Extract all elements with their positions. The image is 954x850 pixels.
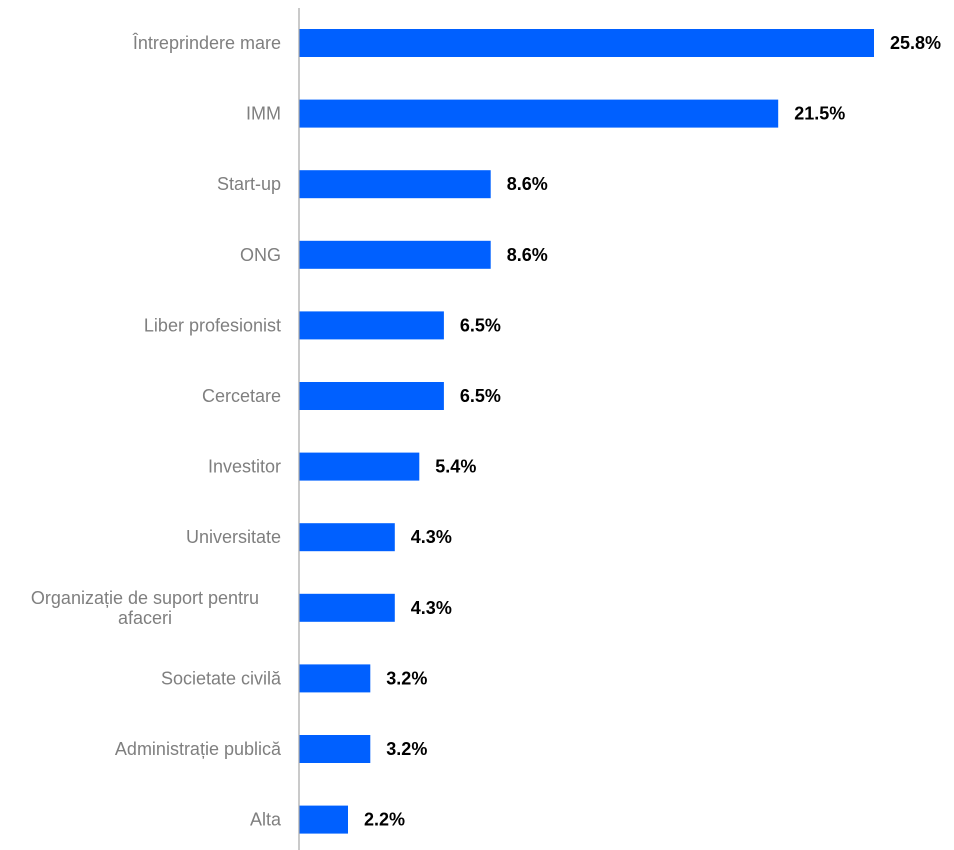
category-label-ong: ONG <box>240 245 281 265</box>
category-labels-group: Întreprindere mare IMM Start-up ONG Liber pr… <box>31 33 282 830</box>
value-label-intreprindere-mare: 25.8% <box>890 33 941 53</box>
value-label-organizatie-de-suport-pentru-afaceri: 4.3% <box>411 598 452 618</box>
value-label-cercetare: 6.5% <box>460 386 501 406</box>
bar-organizatie-de-suport-pentru-afaceri <box>299 593 395 622</box>
bar-societate-civila <box>299 664 371 693</box>
category-label-liber-profesionist: Liber profesionist <box>144 315 281 335</box>
bars-group <box>299 29 874 834</box>
bar-start-up <box>299 170 491 199</box>
category-label-investitor: Investitor <box>208 457 281 477</box>
value-label-liber-profesionist: 6.5% <box>460 315 501 335</box>
bar-administratie-publica <box>299 735 371 763</box>
bar-cercetare <box>299 382 444 410</box>
value-label-alta: 2.2% <box>364 810 405 830</box>
bar-imm <box>299 99 779 128</box>
value-labels-group: 25.8% 21.5% 8.6% 8.6% 6.5% 6.5% 5.4% 4.3% 4.3% 3.… <box>364 33 941 830</box>
value-label-imm: 21.5% <box>794 104 845 124</box>
category-label-imm: IMM <box>246 104 281 124</box>
bar-investitor <box>299 452 420 481</box>
value-label-ong: 8.6% <box>507 245 548 265</box>
bar-ong <box>299 240 491 269</box>
bar-alta <box>299 805 348 834</box>
value-label-societate-civila: 3.2% <box>386 668 427 688</box>
category-label-organizatie-de-suport-pentru-afaceri: Organizație de suport pentru afaceri <box>31 588 259 628</box>
bar-universitate <box>299 523 395 552</box>
category-label-start-up: Start-up <box>217 174 281 194</box>
category-label-alta: Alta <box>250 810 282 830</box>
bar-intreprindere-mare <box>299 29 874 57</box>
category-label-administratie-publica: Administrație publică <box>115 739 282 759</box>
bar-liber-profesionist <box>299 311 444 340</box>
value-label-investitor: 5.4% <box>435 457 476 477</box>
value-label-universitate: 4.3% <box>411 527 452 547</box>
value-label-administratie-publica: 3.2% <box>386 739 427 759</box>
category-label-universitate: Universitate <box>186 527 281 547</box>
category-label-intreprindere-mare: Întreprindere mare <box>132 33 281 53</box>
value-label-start-up: 8.6% <box>507 174 548 194</box>
category-label-societate-civila: Societate civilă <box>161 668 282 688</box>
category-label-cercetare: Cercetare <box>202 386 281 406</box>
